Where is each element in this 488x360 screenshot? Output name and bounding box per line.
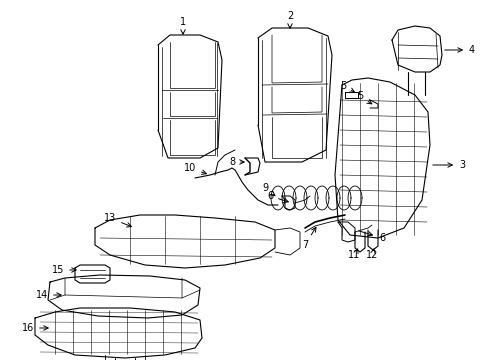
Text: 8: 8 [228,157,244,167]
Text: 6: 6 [358,231,384,243]
Text: 14: 14 [36,290,61,300]
Text: 3: 3 [432,160,464,170]
Text: 2: 2 [286,11,292,28]
Text: 1: 1 [180,17,185,34]
Text: 7: 7 [301,227,315,250]
Text: 13: 13 [103,213,131,227]
Text: 4: 4 [444,45,474,55]
Text: 6: 6 [266,191,288,203]
Text: 12: 12 [365,250,377,260]
Text: 5: 5 [356,91,371,104]
Text: 5: 5 [339,81,354,92]
Text: 10: 10 [183,163,206,174]
Text: 16: 16 [22,323,48,333]
Text: 15: 15 [52,265,76,275]
Text: 9: 9 [262,183,274,195]
Text: 11: 11 [347,250,359,260]
